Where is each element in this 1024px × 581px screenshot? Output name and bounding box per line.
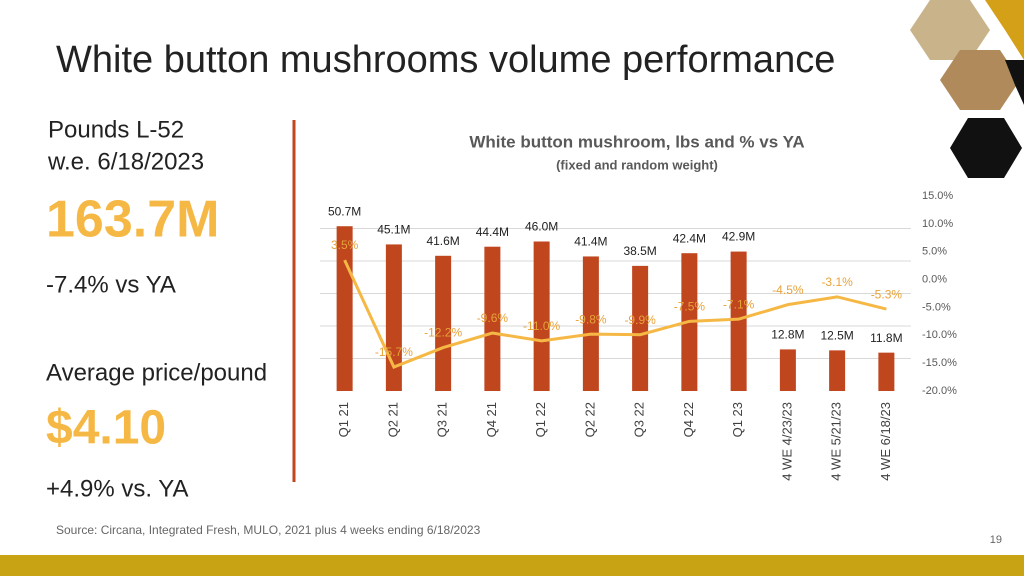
line-value-label: -9.9%: [624, 313, 656, 327]
line-value-label: -4.5%: [772, 283, 804, 297]
line-value-label: -5.3%: [871, 287, 903, 301]
bar-value-label: 46.0M: [525, 220, 558, 234]
bar-value-label: 12.5M: [820, 329, 853, 343]
line-value-label: -11.0%: [523, 319, 560, 333]
line-value-label: -15.7%: [375, 345, 413, 359]
bar-value-label: 12.8M: [771, 328, 804, 342]
line-value-label: -3.1%: [821, 275, 853, 289]
line-value-label: -9.6%: [477, 311, 509, 325]
line-value-label: -12.2%: [424, 326, 462, 340]
x-tick-label: Q3 21: [435, 402, 450, 437]
y2-tick-label: -10.0%: [922, 329, 957, 341]
bar-value-label: 42.4M: [673, 231, 706, 245]
line-value-label: -7.5%: [674, 300, 706, 314]
kpi-label: Average price/pound: [46, 359, 267, 386]
bar: [533, 241, 550, 391]
x-tick-label: Q2 21: [385, 402, 400, 437]
footer-band: [0, 555, 1024, 576]
source: Source: Circana, Integrated Fresh, MULO,…: [56, 523, 481, 537]
x-tick-label: Q2 22: [582, 402, 597, 437]
y2-tick-label: 15.0%: [922, 190, 953, 202]
bar: [779, 349, 796, 391]
y2-tick-label: 5.0%: [922, 246, 947, 258]
page-number: 19: [990, 534, 1002, 546]
hex-decoration: [910, 0, 1024, 178]
kpi-change: -7.4% vs YA: [46, 271, 176, 298]
bar: [730, 251, 747, 391]
bar-value-label: 42.9M: [722, 230, 755, 244]
kpi-value: $4.10: [46, 402, 166, 455]
line-value-label: -9.8%: [575, 312, 607, 326]
x-tick-label: 4 WE 5/21/23: [829, 402, 844, 481]
bar: [878, 352, 895, 391]
x-tick-label: 4 WE 6/18/23: [878, 402, 893, 481]
bar-value-label: 45.1M: [377, 223, 410, 237]
y2-tick-label: 0.0%: [922, 273, 947, 285]
bar: [435, 255, 452, 391]
bar: [582, 256, 599, 391]
x-tick-label: Q1 21: [336, 402, 351, 437]
bar: [632, 265, 649, 391]
bar: [484, 246, 501, 391]
y2-tick-label: 10.0%: [922, 218, 953, 230]
bar-value-label: 38.5M: [623, 244, 656, 258]
x-tick-label: Q4 21: [484, 402, 499, 437]
kpi-value: 163.7M: [46, 191, 219, 249]
kpi-label: Pounds L-52: [48, 116, 184, 143]
slide-title: White button mushrooms volume performanc…: [56, 39, 835, 81]
x-tick-label: 4 WE 4/23/23: [779, 402, 794, 481]
y2-tick-label: -15.0%: [922, 357, 957, 369]
y2-tick-label: -5.0%: [922, 301, 951, 313]
chart-title: White button mushroom, lbs and % vs YA: [469, 132, 804, 151]
chart-subtitle: (fixed and random weight): [556, 157, 718, 172]
line-value-label: 3.5%: [331, 238, 359, 252]
kpi-label: w.e. 6/18/2023: [47, 148, 204, 175]
kpi-change: +4.9% vs. YA: [46, 475, 189, 502]
x-tick-label: Q4 22: [681, 402, 696, 437]
x-tick-label: Q1 23: [730, 402, 745, 437]
bar: [385, 244, 402, 391]
y2-tick-label: -20.0%: [922, 385, 957, 397]
bar-value-label: 11.8M: [870, 331, 902, 345]
bar-value-label: 44.4M: [476, 225, 509, 239]
bar-value-label: 41.4M: [574, 235, 607, 249]
bar-value-label: 41.6M: [426, 234, 459, 248]
line-value-label: -7.1%: [723, 297, 755, 311]
bar-value-label: 50.7M: [328, 204, 361, 218]
line: [343, 259, 887, 369]
x-tick-label: Q1 22: [533, 402, 548, 437]
x-tick-label: Q3 22: [632, 402, 647, 437]
bar: [829, 350, 846, 391]
